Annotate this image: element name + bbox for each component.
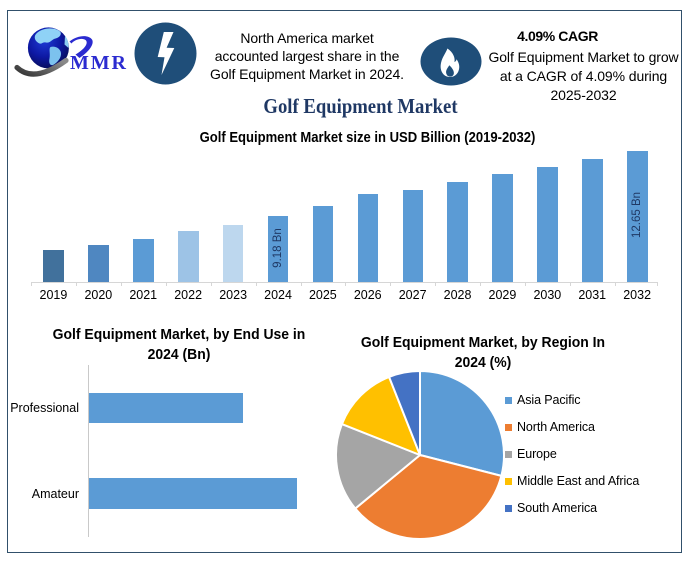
- svg-text:MMR: MMR: [70, 52, 127, 74]
